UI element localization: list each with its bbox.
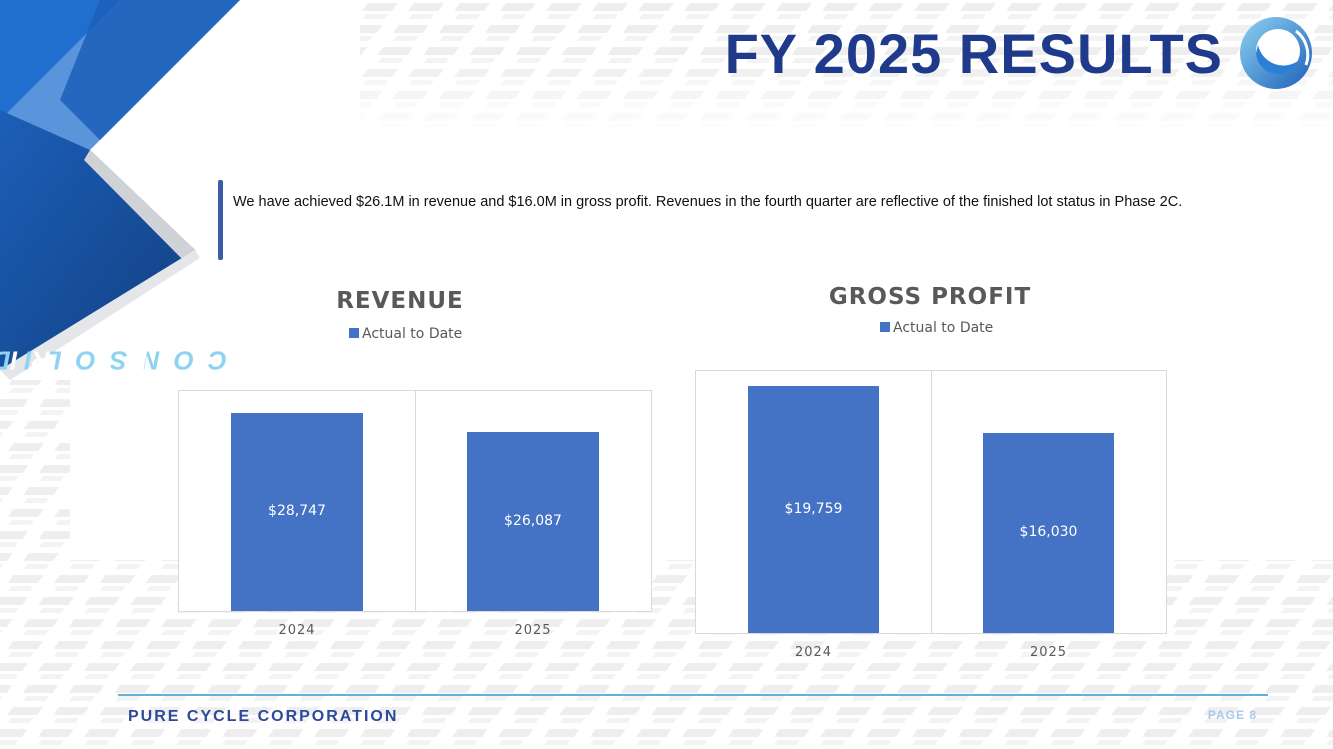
side-label-upper: METRICS (0, 345, 148, 376)
gross-profit-chart: GROSS PROFIT Actual to Date $19,759 2024 $… (680, 280, 1180, 670)
revenue-chart: REVENUE Actual to Date $28,747 2024 $26,08… (150, 280, 670, 650)
summary-callout: We have achieved $26.1M in revenue and $… (218, 180, 1188, 260)
chart-title: GROSS PROFIT (828, 284, 1032, 310)
bar-2025 (982, 433, 1115, 633)
chart-legend: Actual to Date (349, 326, 462, 342)
legend-label: Actual to Date (893, 320, 994, 336)
category-tick-label: 2024 (278, 623, 316, 638)
company-logo-icon (1240, 17, 1312, 89)
page-number: PAGE 8 (1207, 708, 1257, 722)
bar-value-label: $26,087 (504, 512, 562, 529)
legend-label: Actual to Date (362, 326, 463, 342)
corner-decoration (0, 0, 240, 380)
bar-value-label: $19,759 (784, 500, 843, 517)
category-tick-label: 2025 (514, 623, 552, 638)
chart-title: REVENUE (336, 288, 464, 314)
callout-accent-bar (218, 180, 223, 260)
category-divider (415, 391, 416, 611)
company-name: PURE CYCLE CORPORATION (128, 708, 399, 725)
category-tick-label: 2025 (1029, 645, 1068, 660)
category-tick-label: 2024 (794, 645, 833, 660)
bar-value-label: $28,747 (268, 503, 326, 519)
category-divider (931, 371, 932, 633)
plot-area: $28,747 2024 $26,087 2025 (178, 390, 652, 638)
bar-2024 (230, 413, 364, 611)
bar-2025 (466, 432, 600, 611)
chart-legend: Actual to Date (880, 320, 993, 336)
plot-area: $19,759 2024 $16,030 2025 (695, 370, 1167, 660)
bar-value-label: $16,030 (1019, 524, 1078, 540)
summary-text: We have achieved $26.1M in revenue and $… (233, 194, 1183, 210)
legend-swatch (880, 322, 890, 332)
page-title: FY 2025 RESULTS (724, 22, 1223, 85)
legend-swatch (349, 328, 359, 338)
bar-2024 (747, 386, 880, 633)
footer-divider (118, 694, 1268, 696)
